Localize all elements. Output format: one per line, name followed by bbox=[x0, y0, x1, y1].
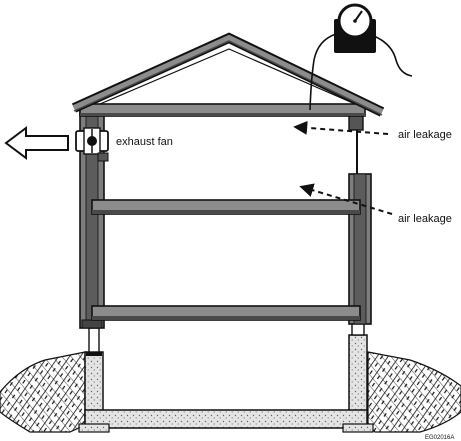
figure-code: EG02016A bbox=[425, 435, 454, 441]
exhaust-fan-icon bbox=[75, 127, 109, 162]
air-leakage-label-lower: air leakage bbox=[398, 213, 452, 225]
right-wall bbox=[348, 111, 372, 325]
floor-beams bbox=[79, 103, 366, 321]
air-leakage-label-upper: air leakage bbox=[398, 129, 452, 141]
manometer-gauge-icon bbox=[309, 3, 413, 111]
foundation bbox=[78, 334, 374, 433]
air-leakage-arrow-lower bbox=[299, 183, 393, 215]
airflow-arrow-icon bbox=[4, 126, 69, 160]
air-leakage-arrow-upper bbox=[293, 120, 389, 135]
ground-right bbox=[367, 351, 461, 433]
exhaust-fan-label: exhaust fan bbox=[116, 136, 173, 148]
ground-left bbox=[0, 351, 86, 433]
roof bbox=[71, 32, 385, 117]
sill-posts bbox=[86, 319, 365, 356]
